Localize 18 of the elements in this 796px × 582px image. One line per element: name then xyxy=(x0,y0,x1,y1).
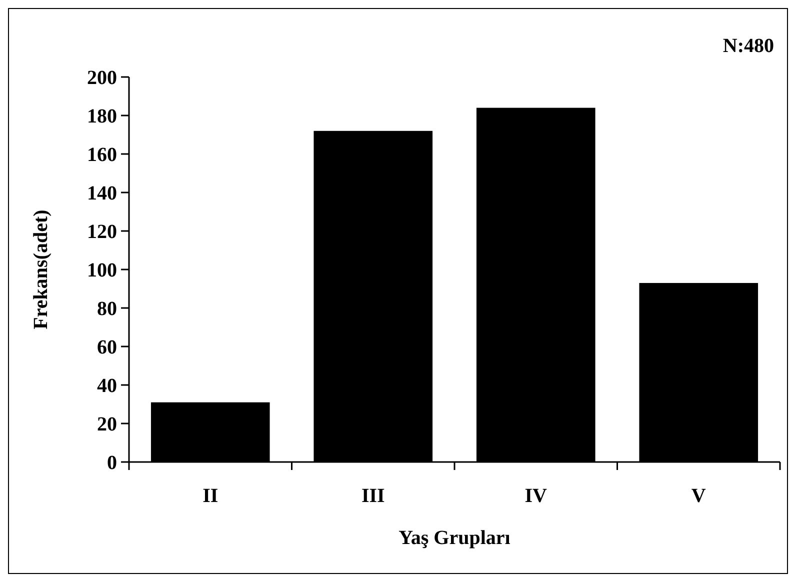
x-axis-title: Yaş Grupları xyxy=(398,527,511,549)
y-axis-title: Frekans(adet) xyxy=(30,210,52,330)
x-tick-label: II xyxy=(202,485,218,507)
y-tick-label: 180 xyxy=(87,106,117,128)
y-tick-label: 160 xyxy=(87,144,117,166)
y-tick-label: 40 xyxy=(97,375,117,397)
y-tick-label: 120 xyxy=(87,221,117,243)
y-tick-label: 60 xyxy=(97,336,117,358)
x-tick-label: V xyxy=(691,485,706,507)
y-tick-label: 0 xyxy=(107,452,117,474)
y-tick-label: 140 xyxy=(87,182,117,204)
y-tick-label: 80 xyxy=(97,298,117,320)
y-tick-label: 100 xyxy=(87,260,117,282)
y-tick-label: 20 xyxy=(97,414,117,436)
y-tick-label: 200 xyxy=(87,67,117,89)
x-tick-label: III xyxy=(361,485,386,507)
text: N:480 xyxy=(722,35,774,57)
x-tick-label: IV xyxy=(524,485,548,507)
